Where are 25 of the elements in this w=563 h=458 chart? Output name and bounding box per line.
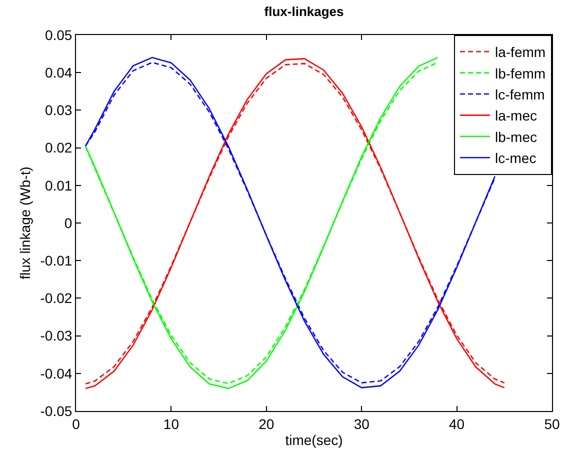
y-tick-label: -0.05 (40, 402, 72, 419)
legend-label: la-femm (495, 44, 546, 60)
legend-label: lc-mec (495, 150, 536, 166)
legend-label: la-mec (495, 108, 538, 124)
x-tick-label: 10 (163, 416, 180, 432)
legend-label: lb-mec (495, 128, 538, 145)
y-tick-label: 0.01 (44, 177, 72, 194)
y-axis-title: flux linkage (Wb-t) (16, 166, 33, 280)
y-tick-label: -0.01 (40, 252, 72, 268)
legend-label: lb-femm (495, 65, 546, 82)
x-tick-label: 50 (544, 416, 560, 432)
x-tick-label: 20 (258, 416, 274, 432)
x-tick-label: 30 (354, 416, 370, 432)
y-tick-label: 0.03 (44, 102, 72, 118)
y-tick-label: 0.02 (44, 140, 72, 156)
y-tick-label: -0.04 (40, 365, 72, 382)
y-tick-label: -0.02 (40, 290, 72, 306)
y-tick-label: 0 (64, 214, 72, 231)
x-tick-label: 40 (449, 416, 465, 432)
chart-title: flux-linkages (264, 4, 344, 19)
legend-label: lc-femm (495, 86, 545, 102)
y-tick-label: 0.04 (44, 64, 72, 80)
y-tick-label: -0.03 (40, 328, 72, 344)
y-tick-label: 0.05 (44, 26, 72, 43)
x-axis-title: time(sec) (285, 432, 343, 448)
